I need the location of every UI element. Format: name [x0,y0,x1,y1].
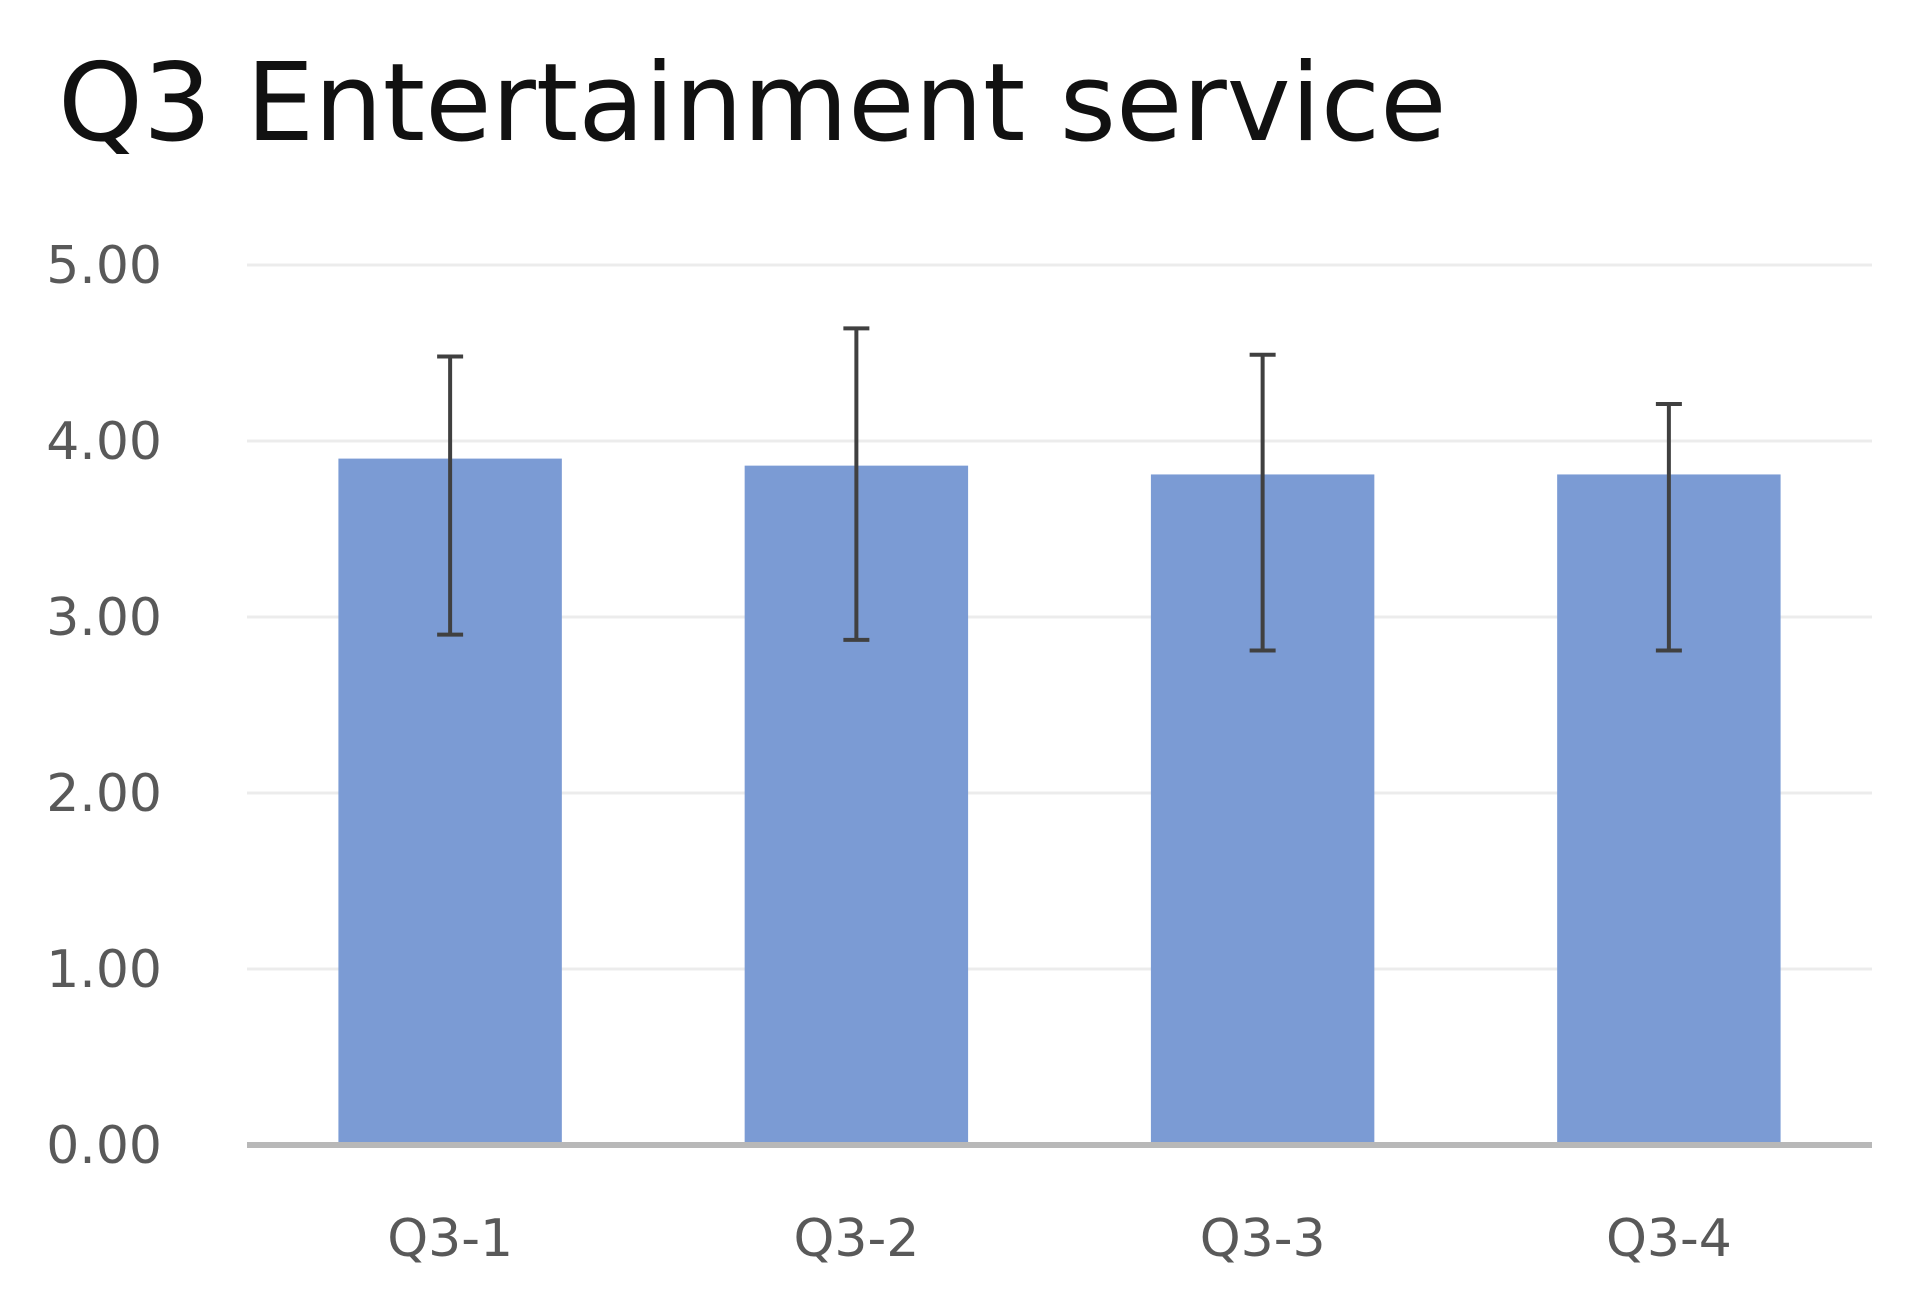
error-bar-q3-3 [1249,352,1276,653]
y-tick-label: 0.00 [46,1116,162,1176]
y-tick-label: 3.00 [46,588,162,648]
x-tick-label: Q3-2 [793,1209,919,1269]
error-bar-q3-1 [437,354,464,637]
y-tick-label: 1.00 [46,940,162,1000]
error-bar-q3-2 [843,326,870,642]
chart-title: Q3 Entertainment service [58,41,1447,166]
x-axis-tick-labels: Q3-1 Q3-2 Q3-3 Q3-4 [387,1209,1732,1269]
bars [338,458,1781,1146]
y-tick-label: 4.00 [46,412,162,472]
x-tick-label: Q3-3 [1200,1209,1326,1269]
error-bars [437,326,1682,653]
y-axis-tick-labels: 0.00 1.00 2.00 3.00 4.00 5.00 [46,236,162,1176]
y-tick-label: 2.00 [46,764,162,824]
y-tick-label: 5.00 [46,236,162,296]
x-tick-label: Q3-1 [387,1209,513,1269]
error-bar-q3-4 [1655,402,1682,653]
x-tick-label: Q3-4 [1606,1209,1732,1269]
